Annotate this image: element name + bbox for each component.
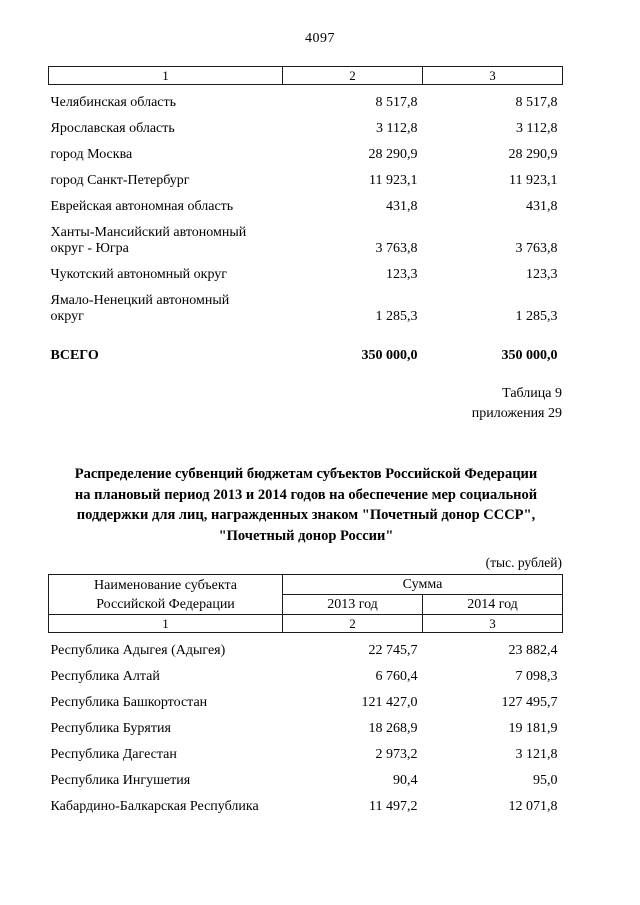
- value-2014: 8 517,8: [515, 95, 558, 110]
- value-2014: 127 495,7: [501, 695, 558, 710]
- table-row: Челябинская область 8 517,8 8 517,8: [49, 85, 563, 112]
- value-2013: 28 290,9: [368, 147, 418, 162]
- region-name: Ханты-Мансийский автономный округ - Югра: [50, 225, 247, 256]
- subsidies-table: Наименование субъекта Российской Федерац…: [48, 574, 563, 815]
- table2-colnum-1: 1: [48, 614, 283, 633]
- table-caption: Таблица 9 приложения 29: [48, 384, 562, 424]
- total-2014: 350 000,0: [501, 348, 558, 363]
- header-year-2013: 2013 год: [282, 594, 423, 615]
- table-row: Республика Башкортостан 121 427,0 127 49…: [49, 685, 563, 711]
- header-year-2014: 2014 год: [422, 594, 563, 615]
- value-2013: 123,3: [386, 267, 418, 282]
- region-name: Ямало-Ненецкий автономный округ: [50, 293, 230, 324]
- value-2014: 19 181,9: [508, 721, 558, 736]
- total-label: ВСЕГО: [50, 348, 99, 363]
- table-row: Республика Бурятия 18 268,9 19 181,9: [49, 711, 563, 737]
- table-row: Кабардино-Балкарская Республика 11 497,2…: [49, 789, 563, 815]
- region-name: Республика Бурятия: [50, 721, 171, 736]
- table-row: Чукотский автономный округ 123,3 123,3: [49, 257, 563, 283]
- title-line: Распределение субвенций бюджетам субъект…: [74, 466, 538, 482]
- header-sum: Сумма: [282, 574, 563, 595]
- title-line: на плановый период 2013 и 2014 годов на …: [74, 486, 538, 503]
- table1-colnum-1: 1: [48, 66, 283, 85]
- table-row: Еврейская автономная область 431,8 431,8: [49, 189, 563, 215]
- value-2014: 3 112,8: [516, 121, 558, 136]
- units-note: (тыс. рублей): [485, 555, 562, 570]
- region-name: Челябинская область: [50, 95, 177, 110]
- region-name: Республика Дагестан: [50, 747, 177, 762]
- page-number: 4097: [305, 31, 335, 46]
- value-2013: 3 112,8: [376, 121, 418, 136]
- region-name: Чукотский автономный округ: [50, 267, 228, 282]
- table2-colnum-3: 3: [422, 614, 563, 633]
- value-2014: 12 071,8: [508, 799, 558, 814]
- region-name: Республика Адыгея (Адыгея): [50, 643, 226, 658]
- value-2014: 95,0: [533, 773, 558, 788]
- table1-continuation: 1 2 3 Челябинская область 8 517,8 8 517,…: [48, 66, 563, 364]
- table-row: Ямало-Ненецкий автономный округ 1 285,3 …: [49, 283, 563, 325]
- total-row: ВСЕГО 350 000,0 350 000,0: [49, 325, 563, 364]
- title-line: поддержки для лиц, награжденных знаком "…: [76, 507, 536, 523]
- table2-column-number-row: 1 2 3: [48, 614, 563, 633]
- region-name: Республика Алтай: [50, 669, 160, 684]
- value-2014: 11 923,1: [509, 173, 558, 188]
- table-row: Ярославская область 3 112,8 3 112,8: [49, 111, 563, 137]
- region-name: город Москва: [50, 147, 133, 162]
- value-2014: 123,3: [526, 267, 558, 282]
- caption-annex-number: приложения 29: [471, 406, 562, 421]
- value-2013: 90,4: [393, 773, 418, 788]
- region-name: Республика Ингушетия: [50, 773, 191, 788]
- value-2013: 11 497,2: [369, 799, 418, 814]
- value-2013: 3 763,8: [375, 241, 418, 256]
- region-name: Кабардино-Балкарская Республика: [50, 799, 259, 814]
- caption-table-number: Таблица 9: [502, 386, 562, 401]
- value-2013: 6 760,4: [375, 669, 418, 684]
- value-2014: 23 882,4: [508, 643, 558, 658]
- table1-colnum-2: 2: [282, 66, 423, 85]
- region-name: Еврейская автономная область: [50, 199, 234, 214]
- value-2014: 7 098,3: [515, 669, 558, 684]
- region-name: Ярославская область: [50, 121, 175, 136]
- total-2013: 350 000,0: [361, 348, 418, 363]
- value-2013: 2 973,2: [375, 747, 418, 762]
- table1-colnum-3: 3: [422, 66, 563, 85]
- table2-colnum-2: 2: [282, 614, 423, 633]
- value-2013: 431,8: [386, 199, 418, 214]
- table-row: город Москва 28 290,9 28 290,9: [49, 137, 563, 163]
- value-2014: 3 121,8: [515, 747, 558, 762]
- value-2013: 121 427,0: [361, 695, 418, 710]
- value-2014: 28 290,9: [508, 147, 558, 162]
- title-line: "Почетный донор России": [218, 527, 394, 544]
- value-2013: 22 745,7: [368, 643, 418, 658]
- table-row: Республика Ингушетия 90,4 95,0: [49, 763, 563, 789]
- table-row: Ханты-Мансийский автономный округ - Югра…: [49, 215, 563, 257]
- header-region-name: Наименование субъекта Российской Федерац…: [48, 574, 283, 615]
- value-2014: 3 763,8: [515, 241, 558, 256]
- table1-column-number-row: 1 2 3: [48, 66, 563, 85]
- value-2013: 8 517,8: [375, 95, 418, 110]
- value-2013: 1 285,3: [375, 309, 418, 324]
- table-row: город Санкт-Петербург 11 923,1 11 923,1: [49, 163, 563, 189]
- value-2014: 1 285,3: [515, 309, 558, 324]
- table-row: Республика Адыгея (Адыгея) 22 745,7 23 8…: [49, 633, 563, 660]
- region-name: Республика Башкортостан: [50, 695, 208, 710]
- table2-header-row-1: Наименование субъекта Российской Федерац…: [48, 574, 563, 615]
- table-row: Республика Алтай 6 760,4 7 098,3: [49, 659, 563, 685]
- table-row: Республика Дагестан 2 973,2 3 121,8: [49, 737, 563, 763]
- region-name: город Санкт-Петербург: [50, 173, 190, 188]
- section-title: Распределение субвенций бюджетам субъект…: [36, 464, 576, 546]
- value-2013: 18 268,9: [368, 721, 418, 736]
- value-2013: 11 923,1: [369, 173, 418, 188]
- value-2014: 431,8: [526, 199, 558, 214]
